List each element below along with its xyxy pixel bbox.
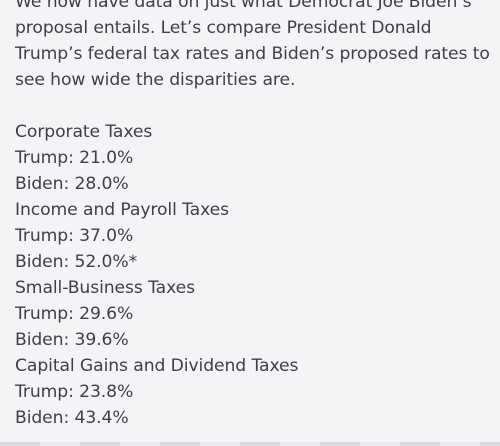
intro-line: proposal entails. Let’s compare Presiden… [15, 18, 432, 38]
section-heading: Corporate Taxes [15, 122, 153, 142]
biden-rate: Biden: 39.6% [15, 330, 129, 350]
intro-line: We now have data on just what Democrat J… [15, 0, 472, 12]
tax-section-corporate: Corporate Taxes Trump: 21.0% Biden: 28.0… [15, 119, 493, 197]
trump-rate: Trump: 21.0% [15, 148, 134, 168]
paragraph-spacer [15, 93, 493, 119]
section-heading: Capital Gains and Dividend Taxes [15, 356, 299, 376]
tax-section-income-payroll: Income and Payroll Taxes Trump: 37.0% Bi… [15, 197, 493, 275]
biden-rate: Biden: 52.0%* [15, 252, 138, 272]
post-body: We now have data on just what Democrat J… [15, 0, 493, 431]
intro-paragraph: We now have data on just what Democrat J… [15, 0, 493, 93]
intro-line: Trump’s federal tax rates and Biden’s pr… [15, 44, 490, 64]
section-heading: Income and Payroll Taxes [15, 200, 229, 220]
trump-rate: Trump: 37.0% [15, 226, 134, 246]
trump-rate: Trump: 23.8% [15, 382, 134, 402]
bottom-edge [0, 442, 500, 446]
trump-rate: Trump: 29.6% [15, 304, 134, 324]
tax-comparison-list: Corporate Taxes Trump: 21.0% Biden: 28.0… [15, 119, 493, 431]
intro-line: see how wide the disparities are. [15, 70, 296, 90]
biden-rate: Biden: 28.0% [15, 174, 129, 194]
section-heading: Small-Business Taxes [15, 278, 195, 298]
tax-section-small-business: Small-Business Taxes Trump: 29.6% Biden:… [15, 275, 493, 353]
tax-section-capital-gains: Capital Gains and Dividend Taxes Trump: … [15, 353, 493, 431]
biden-rate: Biden: 43.4% [15, 408, 129, 428]
